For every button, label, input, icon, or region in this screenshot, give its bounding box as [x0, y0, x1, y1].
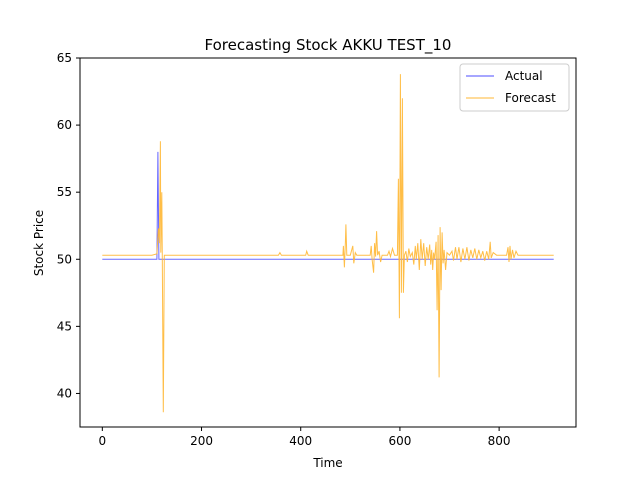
- series-line-forecast: [102, 74, 554, 413]
- y-tick-label: 60: [57, 118, 72, 132]
- legend-label-forecast: Forecast: [505, 91, 556, 105]
- y-tick-label: 50: [57, 252, 72, 266]
- x-axis-ticks: 0 200 400 600 800: [98, 427, 511, 448]
- y-axis-ticks: 40 45 50 55 60 65: [57, 51, 80, 400]
- x-axis-label: Time: [312, 456, 342, 470]
- x-tick-label: 0: [98, 434, 106, 448]
- y-tick-label: 40: [57, 386, 72, 400]
- x-tick-label: 600: [388, 434, 411, 448]
- plot-lines: [102, 74, 554, 413]
- y-axis-label: Stock Price: [32, 210, 46, 276]
- y-tick-label: 65: [57, 51, 72, 65]
- plot-frame: [79, 57, 577, 428]
- legend-label-actual: Actual: [505, 69, 543, 83]
- x-tick-label: 400: [289, 434, 312, 448]
- x-tick-label: 200: [190, 434, 213, 448]
- y-tick-label: 55: [57, 185, 72, 199]
- x-tick-label: 800: [488, 434, 511, 448]
- y-tick-label: 45: [57, 319, 72, 333]
- legend: Actual Forecast: [459, 63, 570, 112]
- series-line-actual: [102, 151, 554, 260]
- chart-title: Forecasting Stock AKKU TEST_10: [205, 36, 452, 55]
